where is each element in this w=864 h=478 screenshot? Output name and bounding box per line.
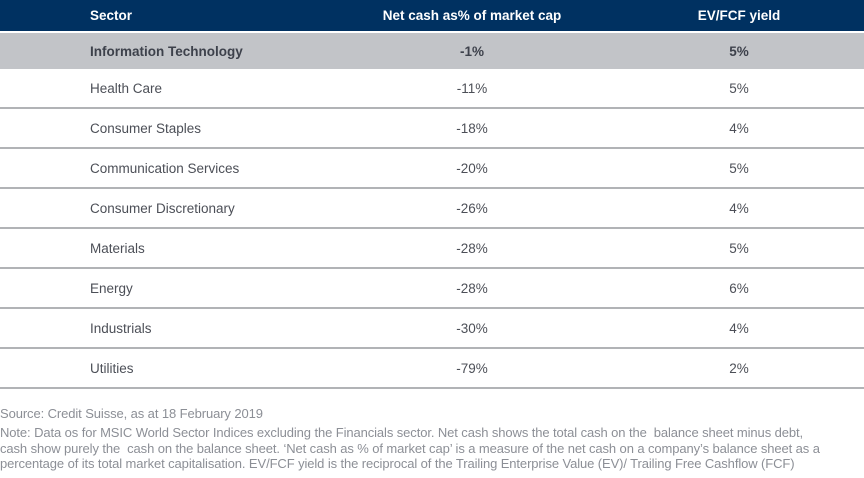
- column-header-sector: Sector: [90, 8, 133, 23]
- sector-name: Health Care: [90, 80, 163, 96]
- net-cash-value: -11%: [456, 80, 488, 96]
- table-row-communication-services: Communication Services -20% 5%: [0, 149, 864, 189]
- ev-fcf-value: 4%: [729, 320, 749, 336]
- ev-fcf-value: 4%: [729, 120, 749, 136]
- net-cash-value: -18%: [456, 120, 488, 136]
- sector-name: Information Technology: [90, 43, 243, 59]
- ev-fcf-value: 2%: [729, 360, 749, 376]
- net-cash-value: -26%: [456, 200, 488, 216]
- sector-name: Energy: [90, 280, 133, 296]
- net-cash-value: -1%: [459, 43, 484, 59]
- note-line-1: Note: Data os for MSIC World Sector Indi…: [0, 425, 804, 440]
- ev-fcf-value: 5%: [729, 240, 749, 256]
- column-header-ev-fcf-yield: EV/FCF yield: [697, 8, 781, 23]
- sector-name: Communication Services: [90, 160, 240, 176]
- sector-name: Industrials: [90, 320, 152, 336]
- ev-fcf-value: 5%: [729, 160, 749, 176]
- table-row-industrials: Industrials -30% 4%: [0, 309, 864, 349]
- sector-name: Consumer Staples: [90, 120, 202, 136]
- net-cash-value: -79%: [456, 360, 488, 376]
- sector-net-cash-table: Sector Net cash as% of market cap EV/FCF…: [0, 0, 864, 389]
- footnote-block: Source: Credit Suisse, as at 18 February…: [0, 389, 864, 472]
- ev-fcf-value: 4%: [729, 200, 749, 216]
- source-line: Source: Credit Suisse, as at 18 February…: [0, 406, 263, 421]
- table-header-row: Sector Net cash as% of market cap EV/FCF…: [0, 0, 864, 31]
- table-row-consumer-staples: Consumer Staples -18% 4%: [0, 109, 864, 149]
- note-line-2: cash show purely the cash on the balance…: [0, 440, 820, 456]
- ev-fcf-value: 5%: [729, 80, 749, 96]
- table-row-health-care: Health Care -11% 5%: [0, 69, 864, 109]
- table-row-utilities: Utilities -79% 2%: [0, 349, 864, 389]
- sector-name: Consumer Discretionary: [90, 200, 235, 216]
- net-cash-value: -30%: [456, 320, 488, 336]
- sector-name: Materials: [90, 240, 145, 256]
- sector-name: Utilities: [90, 360, 134, 376]
- table-row-information-technology: Information Technology -1% 5%: [0, 33, 864, 69]
- ev-fcf-value: 5%: [729, 43, 749, 59]
- net-cash-value: -28%: [456, 240, 488, 256]
- table-row-energy: Energy -28% 6%: [0, 269, 864, 309]
- net-cash-value: -28%: [456, 280, 488, 296]
- ev-fcf-value: 6%: [729, 280, 749, 296]
- column-header-net-cash: Net cash as% of market cap: [382, 8, 562, 23]
- net-cash-value: -20%: [456, 160, 488, 176]
- table-row-materials: Materials -28% 5%: [0, 229, 864, 269]
- table-row-consumer-discretionary: Consumer Discretionary -26% 4%: [0, 189, 864, 229]
- note-line-3: percentage of its total market capitalis…: [0, 456, 795, 471]
